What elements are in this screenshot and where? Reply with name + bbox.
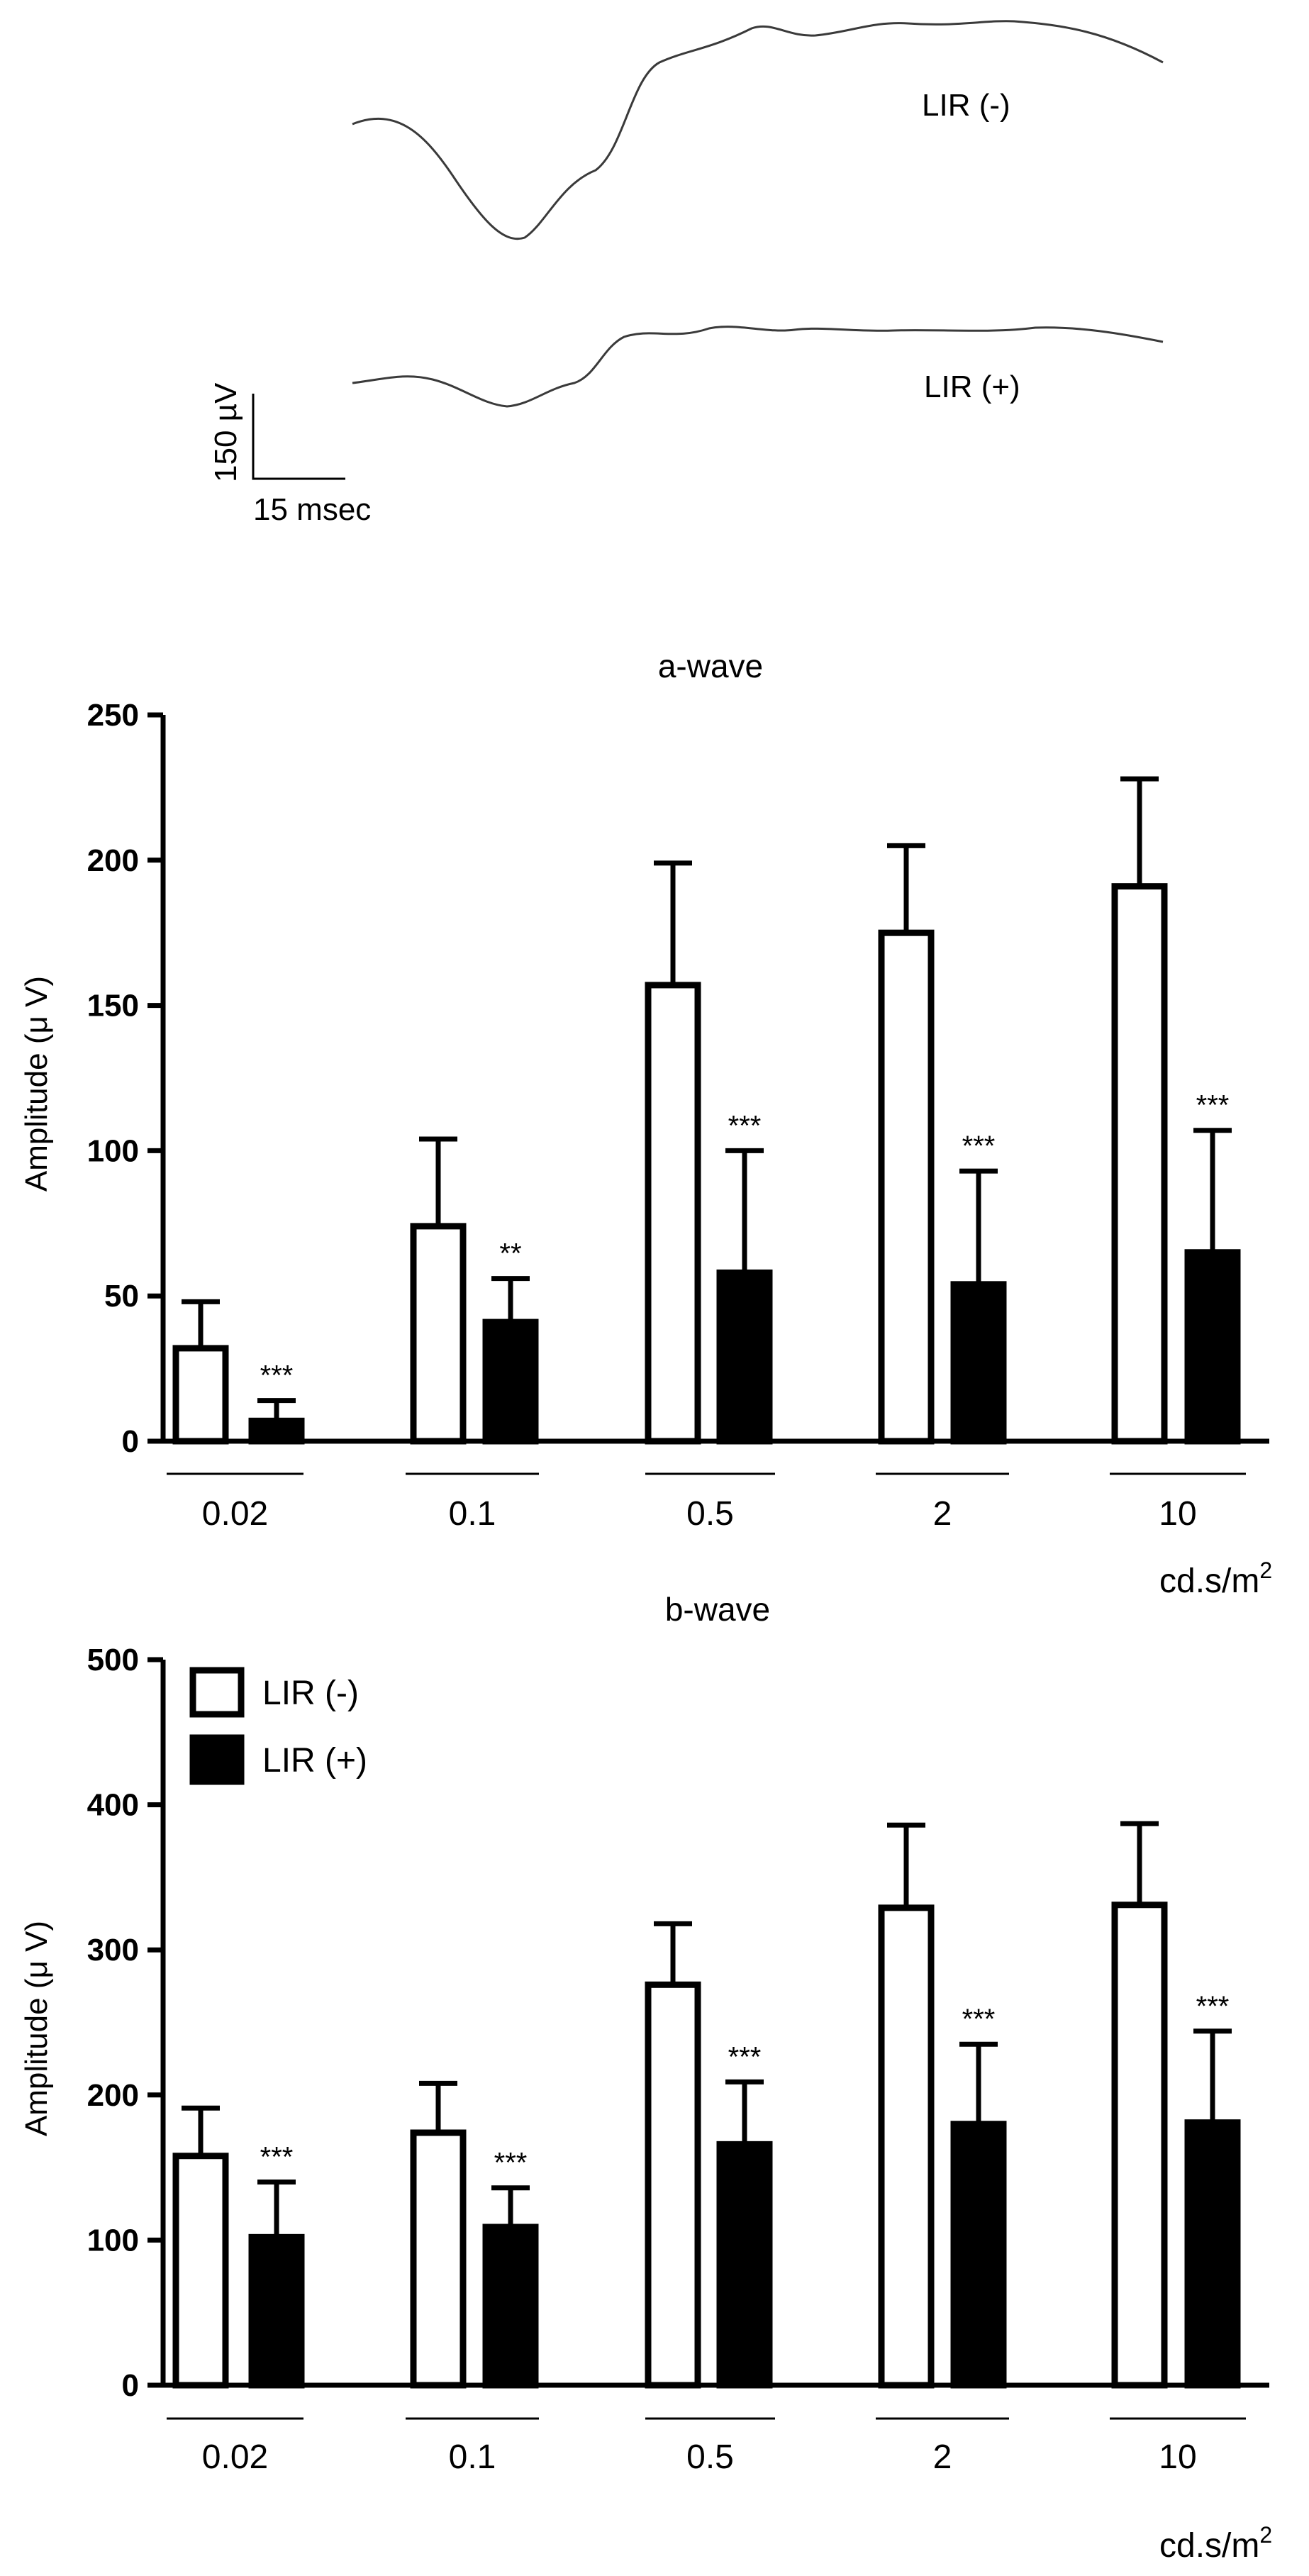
significance-label: *** bbox=[260, 1360, 294, 1392]
legend: LIR (-) LIR (+) bbox=[189, 1667, 367, 1785]
chart-title: a-wave bbox=[658, 648, 763, 684]
y-tick-label: 150 bbox=[87, 989, 139, 1023]
y-tick-label: 100 bbox=[87, 2223, 139, 2258]
significance-label: *** bbox=[728, 2041, 762, 2072]
bars: *** *** *** *** *** bbox=[172, 1821, 1241, 2389]
category-label: 2 bbox=[933, 1495, 952, 1533]
bar-lir-minus bbox=[645, 982, 701, 1445]
bar-lir-plus bbox=[950, 2121, 1007, 2389]
bar-lir-minus bbox=[172, 2153, 229, 2389]
y-tick-label: 500 bbox=[87, 1643, 139, 1677]
category-label: 10 bbox=[1159, 1495, 1196, 1533]
legend-label: LIR (+) bbox=[262, 1742, 367, 1780]
legend-swatch bbox=[189, 1667, 245, 1718]
bar-lir-minus bbox=[410, 2129, 467, 2389]
b-wave-chart: b-wave Amplitude (μ V) cd.s/m2 010020030… bbox=[19, 1591, 1272, 2565]
category-label: 0.02 bbox=[202, 2438, 268, 2476]
significance-label: ** bbox=[499, 1238, 521, 1270]
category-label: 10 bbox=[1159, 2438, 1196, 2476]
significance-label: *** bbox=[1196, 1090, 1230, 1121]
x-axis-unit-base: cd.s/m bbox=[1159, 2527, 1259, 2565]
scale-amplitude-label: 150 µV bbox=[208, 382, 243, 482]
trace-lir-plus bbox=[352, 326, 1164, 408]
bar-lir-minus bbox=[878, 929, 935, 1445]
trace-lir-minus bbox=[352, 20, 1164, 240]
x-axis-unit: cd.s/m2 bbox=[1159, 1558, 1272, 1600]
y-tick-label: 250 bbox=[87, 698, 139, 733]
y-ticks: 0 100 200 300 400 500 bbox=[87, 1643, 163, 2403]
bar-lir-minus bbox=[645, 1981, 701, 2389]
category-label: 0.02 bbox=[202, 1495, 268, 1533]
y-axis-label: Amplitude (μ V) bbox=[19, 1921, 54, 2136]
x-axis-unit-sup: 2 bbox=[1259, 2522, 1272, 2548]
bar-lir-plus bbox=[1184, 1249, 1241, 1445]
bar-lir-plus bbox=[482, 1318, 539, 1445]
y-tick-label: 200 bbox=[87, 2078, 139, 2113]
bar-lir-plus bbox=[482, 2224, 539, 2389]
y-axis-label: Amplitude (μ V) bbox=[19, 976, 54, 1192]
bar-lir-minus bbox=[410, 1223, 467, 1445]
scale-bar bbox=[252, 394, 345, 480]
trace-label-lir-minus: LIR (-) bbox=[922, 88, 1010, 123]
category-label: 0.1 bbox=[449, 1495, 496, 1533]
y-tick-label: 300 bbox=[87, 1933, 139, 1967]
category-label: 0.1 bbox=[449, 2438, 496, 2476]
bar-lir-minus bbox=[1111, 883, 1168, 1445]
significance-label: *** bbox=[728, 1110, 762, 1141]
bar-lir-minus bbox=[172, 1345, 229, 1445]
significance-label: *** bbox=[260, 2142, 294, 2173]
significance-label: *** bbox=[962, 1131, 996, 1162]
x-axis-unit-base: cd.s/m bbox=[1159, 1562, 1259, 1600]
y-tick-label: 400 bbox=[87, 1788, 139, 1823]
category-label: 0.5 bbox=[686, 1495, 734, 1533]
significance-label: *** bbox=[962, 2004, 996, 2035]
y-tick-label: 200 bbox=[87, 843, 139, 878]
category-label: 0.5 bbox=[686, 2438, 734, 2476]
bar-lir-plus bbox=[716, 1269, 773, 1445]
bars: ************** bbox=[172, 776, 1241, 1445]
trace-label-lir-plus: LIR (+) bbox=[924, 370, 1020, 404]
x-axis-unit: cd.s/m2 bbox=[1159, 2522, 1272, 2565]
category-labels: 0.02 0.1 0.5 2 10 bbox=[167, 2417, 1246, 2476]
chart-title: b-wave bbox=[665, 1591, 770, 1628]
scale-time-label: 15 msec bbox=[253, 492, 371, 527]
bar-lir-plus bbox=[716, 2141, 773, 2389]
y-tick-label: 0 bbox=[122, 2368, 139, 2403]
legend-swatch bbox=[189, 1734, 245, 1785]
y-tick-label: 50 bbox=[104, 1279, 139, 1314]
y-tick-label: 0 bbox=[122, 1424, 139, 1459]
significance-label: *** bbox=[494, 2148, 528, 2179]
category-label: 2 bbox=[933, 2438, 952, 2476]
bar-lir-plus bbox=[1184, 2119, 1241, 2389]
category-labels: 0.02 0.1 0.5 2 10 bbox=[167, 1472, 1246, 1533]
erg-traces: LIR (-) LIR (+) 150 µV 15 msec bbox=[208, 20, 1164, 527]
significance-label: *** bbox=[1196, 1991, 1230, 2022]
bar-lir-minus bbox=[878, 1904, 935, 2389]
x-axis-unit-sup: 2 bbox=[1259, 1558, 1272, 1583]
a-wave-chart: a-wave Amplitude (μ V) cd.s/m2 050100150… bbox=[19, 648, 1272, 1600]
bar-lir-minus bbox=[1111, 1902, 1168, 2389]
y-ticks: 0 50 100 150 200 250 bbox=[87, 698, 163, 1459]
bar-lir-plus bbox=[950, 1281, 1007, 1445]
bar-lir-plus bbox=[248, 2233, 305, 2389]
y-tick-label: 100 bbox=[87, 1133, 139, 1168]
bar-lir-plus bbox=[248, 1417, 305, 1445]
legend-label: LIR (-) bbox=[262, 1675, 359, 1712]
